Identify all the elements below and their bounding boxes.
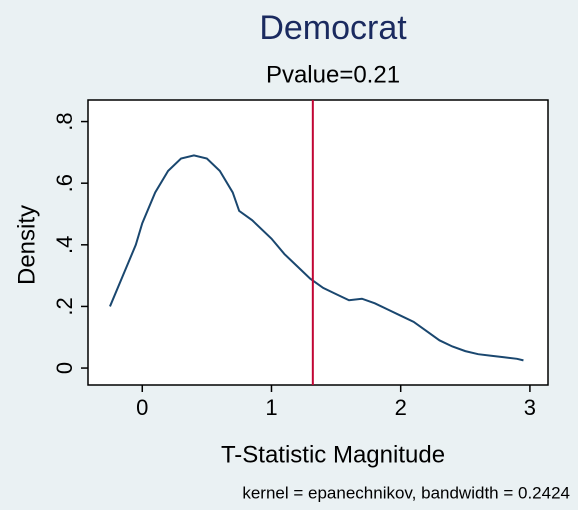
y-tick-label: .6	[52, 174, 77, 192]
y-tick-label: .2	[52, 297, 77, 315]
note: kernel = epanechnikov, bandwidth = 0.242…	[242, 483, 570, 502]
chart-subtitle: Pvalue=0.21	[266, 61, 400, 88]
y-tick-label: 0	[52, 362, 77, 374]
y-axis-label: Density	[13, 205, 40, 285]
x-tick-label: 2	[395, 395, 407, 420]
x-tick-label: 3	[524, 395, 536, 420]
x-axis-label: T-Statistic Magnitude	[221, 441, 445, 468]
chart-title: Democrat	[259, 9, 407, 47]
x-tick-label: 1	[265, 395, 277, 420]
y-tick-label: .4	[52, 236, 77, 254]
density-line	[109, 154, 524, 362]
x-tick-label: 0	[136, 395, 148, 420]
plot-area	[87, 99, 549, 386]
y-tick-label: .8	[52, 112, 77, 130]
